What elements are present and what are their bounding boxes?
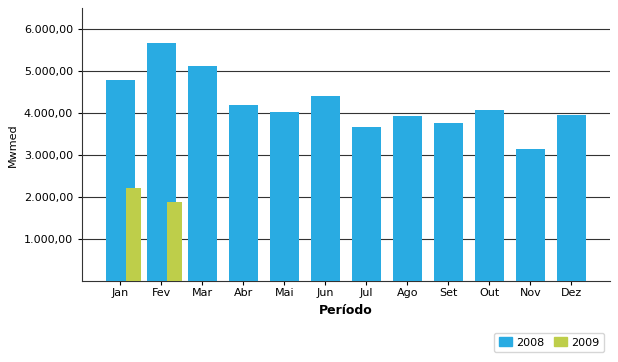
Bar xyxy=(229,105,258,281)
Bar xyxy=(311,96,340,281)
Bar xyxy=(352,127,381,281)
Bar xyxy=(516,148,544,281)
Bar xyxy=(188,66,217,281)
Legend: 2008, 2009: 2008, 2009 xyxy=(494,333,604,352)
Bar xyxy=(270,111,298,281)
Bar xyxy=(475,110,504,281)
Bar xyxy=(106,80,135,281)
Bar xyxy=(557,115,586,281)
Bar xyxy=(167,202,182,281)
Bar xyxy=(393,116,421,281)
Bar xyxy=(147,43,176,281)
Y-axis label: Mwmed: Mwmed xyxy=(8,123,19,167)
Bar xyxy=(434,122,463,281)
X-axis label: Período: Período xyxy=(319,304,373,317)
Bar xyxy=(126,188,140,281)
